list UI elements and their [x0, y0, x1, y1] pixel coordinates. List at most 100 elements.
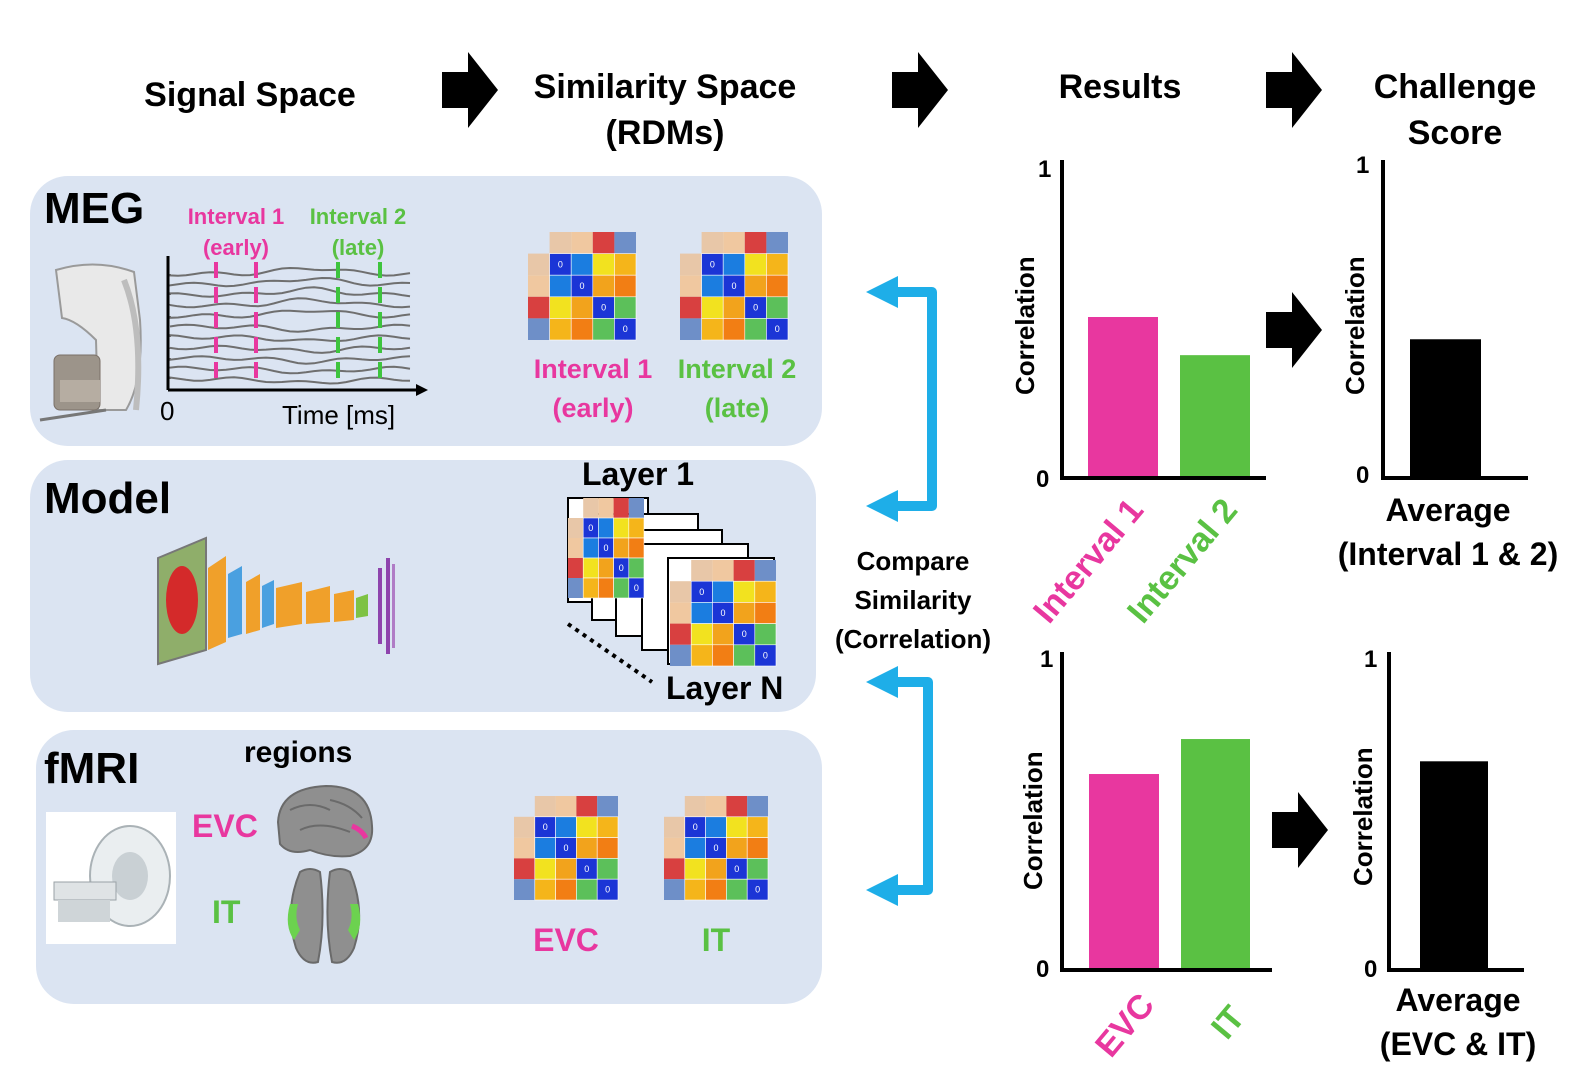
rdm-thumbnail — [733, 560, 755, 582]
rdm-thumbnail — [528, 275, 550, 297]
meg-interval2-label: Interval 2 (late) — [298, 201, 418, 263]
meg-signal-plot — [166, 256, 428, 396]
header-challenge-score: Challenge Score — [1360, 64, 1550, 156]
chart2-xlabel: Average (Interval 1 & 2) — [1318, 488, 1578, 576]
rdm-thumbnail — [514, 858, 535, 880]
rdm-thumbnail — [597, 796, 618, 817]
header-challenge-line2: Score — [1407, 114, 1503, 152]
compare-arrow-head-fmri — [866, 874, 898, 906]
chart3-ylabel: Correlation — [1018, 751, 1048, 890]
chart1-ylabel: Correlation — [1010, 256, 1040, 395]
fmri-evc-label: EVC — [192, 808, 258, 844]
chart2-xlabel-line1: Average — [1385, 492, 1511, 528]
rdm-diagonal-zero: 0 — [713, 843, 718, 853]
rdm-evc: 0 0 0 0 — [514, 796, 619, 901]
rdm-thumbnail — [664, 858, 685, 880]
meg-scanner-image — [39, 263, 142, 422]
rdm-interval2-line1: Interval 2 — [677, 354, 797, 384]
rdm-thumbnail — [701, 232, 724, 254]
rdm-thumbnail — [613, 498, 629, 518]
meg-axis-label: Time [ms] — [282, 400, 396, 430]
rdm-diagonal-zero: 0 — [563, 843, 568, 853]
rdm-thumbnail — [664, 879, 685, 900]
rdm-cell — [628, 577, 645, 599]
rdm-interval2-line2: (late) — [704, 393, 770, 423]
rdm-thumbnail — [680, 296, 702, 319]
rdm-thumbnail — [555, 796, 577, 817]
rdm-interval2-label: Interval 2 (late) — [664, 350, 810, 428]
rdm-diagonal-zero: 0 — [699, 587, 704, 597]
rdm-thumbnail — [628, 498, 644, 518]
meg-interval2-line2: (late) — [331, 235, 385, 260]
header-similarity-space: Similarity Space (RDMs) — [525, 64, 805, 156]
rdm-diagonal-zero: 0 — [558, 259, 563, 269]
rdm-diagonal-zero: 0 — [763, 650, 768, 660]
meg-trace — [169, 344, 411, 354]
compare-line2: Similarity — [854, 585, 972, 615]
rdm-diagonal-zero: 0 — [603, 543, 608, 553]
rdm-it-label: IT — [701, 922, 731, 958]
arrow-results2-to-score — [1272, 792, 1328, 868]
model-label: Model — [44, 474, 172, 523]
meg-trace — [169, 276, 411, 288]
rdm-thumbnail — [514, 816, 535, 838]
fmri-it-label: IT — [212, 894, 241, 930]
rdm-thumbnail — [684, 796, 706, 817]
rdm-interval1-line2: (early) — [552, 393, 634, 423]
rdm-diagonal-zero: 0 — [623, 324, 628, 334]
rdm-thumbnail — [691, 560, 713, 582]
chart1-ytick-0: 0 — [1036, 466, 1050, 493]
chart3-ytick-0: 0 — [1036, 956, 1050, 983]
meg-label: MEG — [44, 184, 145, 233]
rdm-interval2: 0 0 0 0 — [680, 232, 789, 341]
chart4-ytick-1: 1 — [1364, 646, 1378, 673]
rdm-diagonal-zero: 0 — [731, 281, 736, 291]
fmri-label: fMRI — [44, 744, 140, 793]
bar-it — [1181, 739, 1250, 968]
rdm-thumbnail — [670, 602, 692, 624]
rdm-thumbnail — [664, 816, 685, 838]
rdm-thumbnail — [592, 232, 615, 254]
rdm-diagonal-zero: 0 — [710, 259, 715, 269]
rdm-diagonal-zero: 0 — [753, 303, 758, 313]
rdm-diagonal-zero: 0 — [605, 885, 610, 895]
rdm-interval1-line1: Interval 1 — [533, 354, 653, 384]
chart2-ytick-0: 0 — [1356, 462, 1370, 489]
rdm-thumbnail — [664, 837, 685, 859]
header-results: Results — [1058, 68, 1182, 106]
rdm-thumbnail — [680, 275, 702, 297]
rdm-diagonal-zero: 0 — [720, 608, 725, 618]
rdm-thumbnail — [514, 837, 535, 859]
rdm-diagonal-zero: 0 — [543, 822, 548, 832]
rdm-thumbnail — [766, 232, 788, 254]
chart2-xlabel-line2: (Interval 1 & 2) — [1337, 536, 1559, 572]
rdm-cell — [766, 318, 789, 341]
rdm-thumbnail — [528, 296, 550, 319]
arrow-similarity-to-results — [892, 52, 948, 128]
brain-images — [276, 784, 374, 964]
rdm-thumbnail — [568, 578, 584, 598]
rdm-thumbnail — [614, 232, 636, 254]
bar-chart-1 — [1060, 160, 1266, 480]
rdm-thumbnail — [712, 560, 734, 582]
mri-scanner-image — [46, 812, 176, 944]
chart4-ytick-0: 0 — [1364, 956, 1378, 983]
compare-line3: (Correlation) — [835, 624, 991, 654]
rdm-thumbnail — [549, 232, 572, 254]
rdm-diagonal-zero: 0 — [634, 583, 639, 593]
rdm-cell — [614, 318, 637, 341]
rdm-cell — [746, 878, 769, 901]
bar-chart-3 — [1060, 652, 1272, 972]
rdm-thumbnail — [571, 232, 593, 254]
compare-line1: Compare — [856, 546, 970, 576]
rdm-thumbnail — [598, 498, 614, 518]
chart4-xlabel-line1: Average — [1395, 982, 1521, 1018]
compare-similarity-label: Compare Similarity (Correlation) — [824, 542, 1002, 659]
rdm-thumbnail — [747, 796, 768, 817]
layer-first-label: Layer 1 — [582, 456, 695, 492]
meg-trace — [169, 297, 411, 309]
arrow-results1-to-score — [1266, 292, 1322, 368]
meg-trace — [169, 286, 411, 298]
